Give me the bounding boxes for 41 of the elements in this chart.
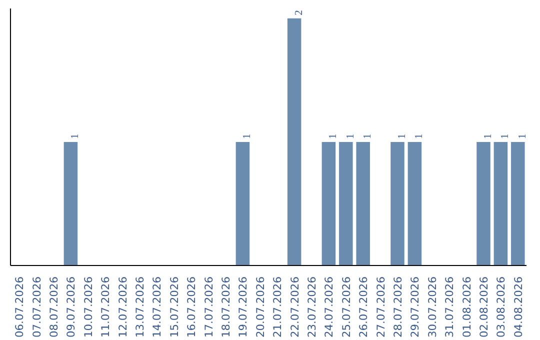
data-label: 2 xyxy=(294,10,305,16)
x-tick-label: 25.07.2026 xyxy=(340,276,353,338)
x-tick-label: 09.07.2026 xyxy=(64,276,78,338)
x-tick-label: 10.07.2026 xyxy=(82,276,95,338)
data-label: 1 xyxy=(345,134,356,139)
x-tick-label: 07.07.2026 xyxy=(30,276,44,338)
x-tick-label: 04.08.2026 xyxy=(512,276,525,338)
x-tick-label: 22.07.2026 xyxy=(288,276,302,338)
x-tick-label: 19.07.2026 xyxy=(236,276,250,338)
data-label: 1 xyxy=(517,134,528,139)
x-tick-label: 02.08.2026 xyxy=(478,276,490,338)
data-label: 1 xyxy=(362,134,374,139)
x-tick-label: 30.07.2026 xyxy=(426,276,439,338)
x-tick-label: 27.07.2026 xyxy=(374,276,388,338)
x-tick-label: 17.07.2026 xyxy=(202,276,216,338)
x-tick-label: 21.07.2026 xyxy=(271,276,284,338)
x-tick-label: 14.07.2026 xyxy=(150,276,164,338)
x-tick-label: 06.07.2026 xyxy=(13,276,26,338)
x-tick-label: 29.07.2026 xyxy=(408,276,422,338)
x-tick-label: 08.07.2026 xyxy=(48,276,60,338)
x-tick-label: 15.07.2026 xyxy=(168,276,181,338)
data-label: 1 xyxy=(242,134,254,139)
x-tick-label: 03.08.2026 xyxy=(494,276,508,338)
data-label: 1 xyxy=(70,134,82,139)
x-tick-label: 01.08.2026 xyxy=(460,276,474,338)
x-tick-label: 18.07.2026 xyxy=(220,276,232,338)
data-label: 1 xyxy=(483,134,494,139)
x-tick-label: 23.07.2026 xyxy=(306,276,318,338)
x-tick-label: 20.07.2026 xyxy=(254,276,267,338)
x-tick-label: 28.07.2026 xyxy=(392,276,404,338)
x-tick-label: 31.07.2026 xyxy=(443,276,456,338)
x-tick-label: 12.07.2026 xyxy=(116,276,130,338)
data-label: 1 xyxy=(328,134,340,139)
x-tick-label: 26.07.2026 xyxy=(357,276,370,338)
x-tick-label: 13.07.2026 xyxy=(134,276,146,338)
x-tick-label: 16.07.2026 xyxy=(185,276,198,338)
data-label: 1 xyxy=(414,134,426,139)
x-tick-label: 11.07.2026 xyxy=(99,276,112,338)
x-tick-label: 24.07.2026 xyxy=(322,276,336,338)
data-label: 1 xyxy=(397,134,408,139)
data-label: 1 xyxy=(500,134,512,139)
